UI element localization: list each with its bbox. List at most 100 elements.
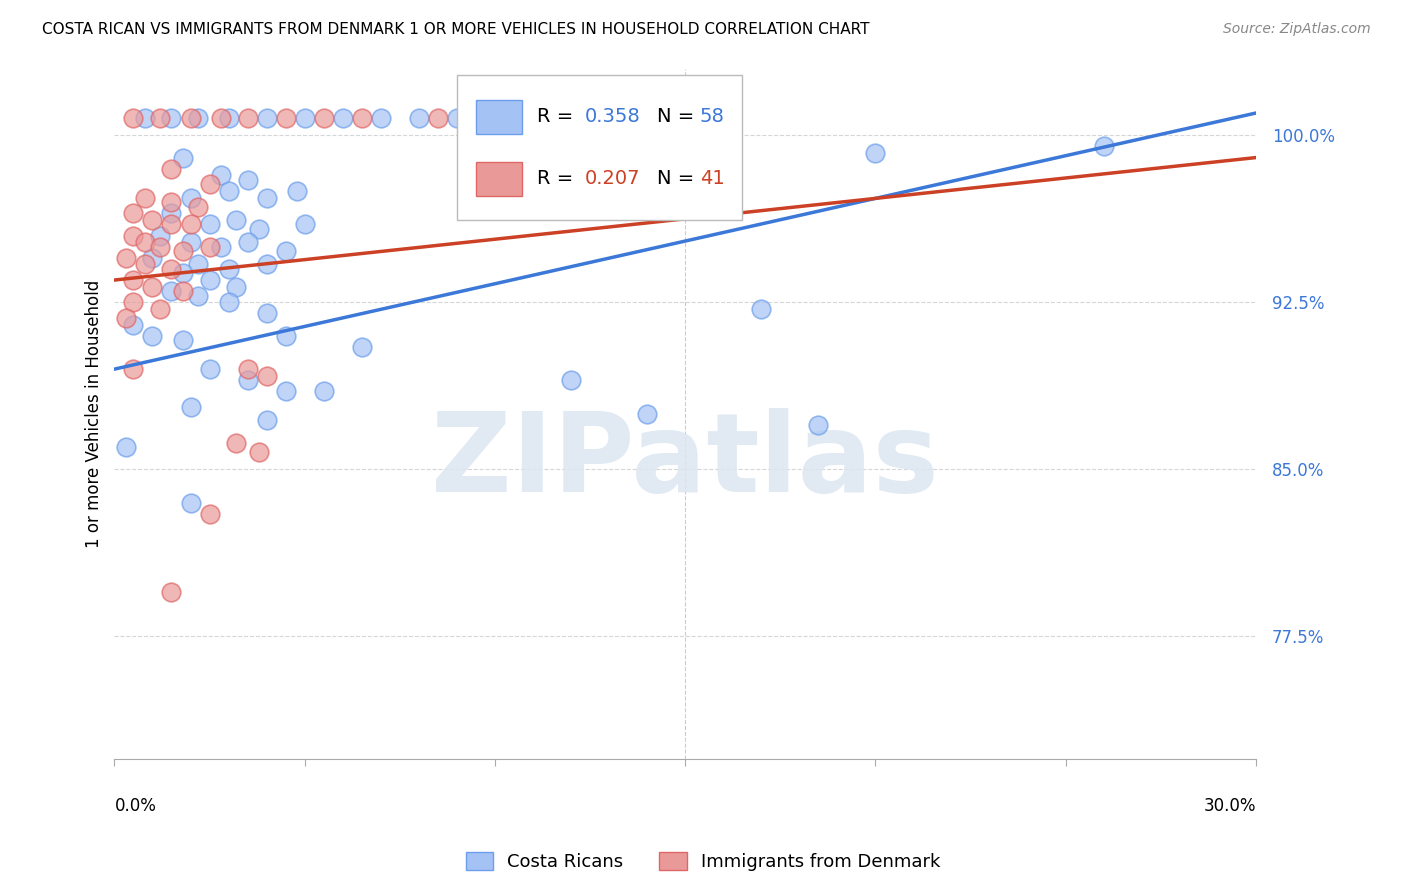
Point [141,328,163,343]
Point [236,173,259,187]
Point [187,200,209,214]
Point [134,257,156,271]
Point [256,111,278,125]
Point [218,295,240,310]
Point [274,384,297,399]
Text: 0.0%: 0.0% [114,797,156,814]
Point [179,235,201,250]
Point [122,228,145,243]
Point [122,111,145,125]
Point [198,507,221,521]
Point [172,284,194,298]
Point [225,279,247,293]
Text: N =: N = [657,169,700,188]
FancyBboxPatch shape [457,76,742,220]
Text: R =: R = [537,107,579,127]
Point [172,266,194,280]
Point [209,169,232,183]
Point [198,362,221,376]
Text: COSTA RICAN VS IMMIGRANTS FROM DENMARK 1 OR MORE VEHICLES IN HOUSEHOLD CORRELATI: COSTA RICAN VS IMMIGRANTS FROM DENMARK 1… [42,22,870,37]
Point [149,228,172,243]
FancyBboxPatch shape [477,100,522,134]
Point [141,213,163,227]
Legend: Costa Ricans, Immigrants from Denmark: Costa Ricans, Immigrants from Denmark [458,845,948,879]
Point [141,251,163,265]
Point [198,273,221,287]
Point [560,373,582,387]
Text: 58: 58 [700,107,725,127]
Point [160,206,183,220]
Point [256,191,278,205]
Point [160,584,183,599]
Point [256,257,278,271]
Point [350,111,373,125]
Point [256,306,278,320]
Point [134,111,156,125]
Y-axis label: 1 or more Vehicles in Household: 1 or more Vehicles in Household [86,279,103,548]
Point [285,184,308,198]
Point [312,384,335,399]
Point [446,111,468,125]
Point [209,111,232,125]
Point [160,218,183,232]
Point [236,373,259,387]
Point [160,111,183,125]
Point [172,244,194,259]
Point [274,328,297,343]
Text: 0.358: 0.358 [585,107,640,127]
FancyBboxPatch shape [477,161,522,196]
Point [187,111,209,125]
Point [122,273,145,287]
Point [1092,139,1115,153]
Point [114,251,136,265]
Point [122,362,145,376]
Text: Source: ZipAtlas.com: Source: ZipAtlas.com [1223,22,1371,37]
Point [179,400,201,414]
Point [218,261,240,276]
Point [160,195,183,210]
Point [408,111,430,125]
Point [256,368,278,383]
Point [209,240,232,254]
Point [198,178,221,192]
Point [247,222,270,236]
Point [198,240,221,254]
Point [350,340,373,354]
Point [149,240,172,254]
Text: 0.207: 0.207 [585,169,640,188]
Point [274,111,297,125]
Point [114,310,136,325]
Point [247,444,270,458]
Point [149,111,172,125]
Point [655,111,678,125]
Point [160,284,183,298]
Point [218,184,240,198]
Text: 30.0%: 30.0% [1204,797,1256,814]
Point [218,111,240,125]
Point [370,111,392,125]
Point [294,111,316,125]
Point [122,206,145,220]
Point [198,218,221,232]
Point [179,191,201,205]
Point [312,111,335,125]
Point [149,301,172,316]
Point [294,218,316,232]
Point [134,191,156,205]
Point [141,279,163,293]
Point [256,413,278,427]
Point [172,151,194,165]
Point [160,261,183,276]
Point [225,435,247,450]
Point [160,161,183,176]
Point [274,244,297,259]
Point [807,417,830,432]
Point [187,257,209,271]
Point [636,407,658,421]
Point [134,235,156,250]
Text: ZIPatlas: ZIPatlas [432,409,939,516]
Text: 41: 41 [700,169,724,188]
Point [236,362,259,376]
Point [122,318,145,332]
Point [225,213,247,227]
